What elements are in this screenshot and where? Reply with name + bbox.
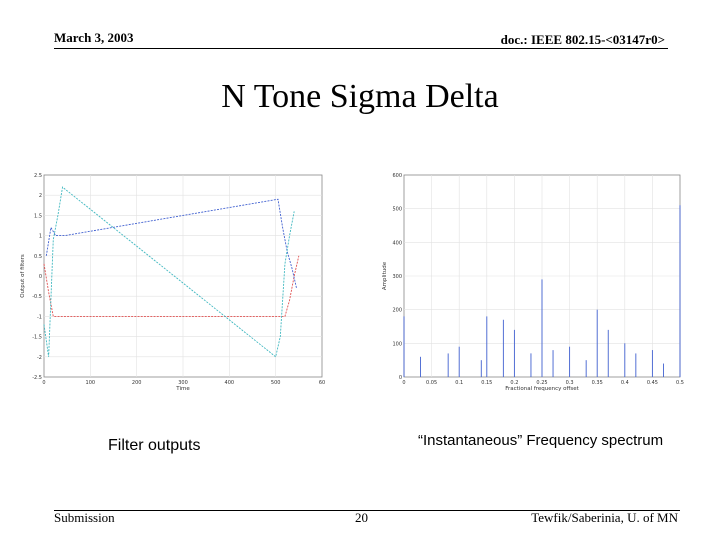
y-tick-label: -2 <box>37 355 42 361</box>
y-tick-label: -1 <box>37 314 42 320</box>
footer-submission: Submission <box>54 510 115 525</box>
x-tick-label: 100 <box>86 380 96 386</box>
y-axis-label: Amplitude <box>382 261 388 290</box>
filter-series-line <box>45 198 297 289</box>
x-tick-label: 0.25 <box>536 380 547 386</box>
x-tick-label: 0.1 <box>455 380 463 386</box>
x-tick-label: 300 <box>178 380 188 386</box>
x-tick-label: 0.45 <box>647 380 658 386</box>
y-tick-label: -2.5 <box>32 375 42 381</box>
y-tick-label: 1 <box>39 234 42 240</box>
x-tick-label: 0.3 <box>566 380 574 386</box>
page-number: 20 <box>355 510 368 525</box>
y-axis-label: Output of filters <box>20 254 26 298</box>
header-divider <box>54 48 668 49</box>
y-tick-label: -1.5 <box>32 335 42 341</box>
x-tick-label: 0 <box>402 380 405 386</box>
y-tick-label: 0.5 <box>34 254 42 260</box>
right-figure-caption: “Instantaneous” Frequency spectrum <box>418 432 664 449</box>
y-tick-label: 0 <box>39 274 42 280</box>
x-axis-label: Fractional frequency offset <box>505 386 579 392</box>
filter-outputs-chart: 0 100 200 300 400 500 60 2.5 2 1.5 1 0.5 0 -0.5 -1 -1.5… <box>20 173 325 392</box>
x-axis-label: Time <box>175 386 190 392</box>
x-tick-label: 60 <box>319 380 325 386</box>
frequency-spectrum-chart: 0 0.05 0.1 0.15 0.2 0.25 0.3 0.35 0.4 0.45 0.5 0 100… <box>382 173 684 392</box>
header-date: March 3, 2003 <box>54 30 134 45</box>
y-tick-label: 500 <box>392 207 402 213</box>
y-tick-label: 400 <box>392 240 402 246</box>
x-tick-label: 0.5 <box>676 380 684 386</box>
x-tick-label: 0.4 <box>621 380 629 386</box>
x-tick-label: 0.05 <box>426 380 437 386</box>
y-tick-label: 100 <box>392 341 402 347</box>
slide-title: N Tone Sigma Delta <box>221 78 499 115</box>
x-tick-label: 0 <box>42 380 45 386</box>
y-tick-label: 600 <box>392 173 402 179</box>
filter-series-line <box>43 186 295 358</box>
footer-divider <box>54 510 680 511</box>
x-tick-label: 0.15 <box>481 380 492 386</box>
x-tick-label: 0.35 <box>592 380 603 386</box>
left-figure-caption: Filter outputs <box>108 437 201 454</box>
y-tick-label: 2.5 <box>34 173 42 179</box>
y-tick-label: 0 <box>399 375 402 381</box>
x-tick-label: 500 <box>271 380 281 386</box>
y-tick-label: 2 <box>39 193 42 199</box>
x-tick-label: 0.2 <box>510 380 518 386</box>
y-tick-label: 1.5 <box>34 213 42 219</box>
x-tick-label: 200 <box>132 380 142 386</box>
y-tick-label: 300 <box>392 274 402 280</box>
x-tick-label: 400 <box>225 380 235 386</box>
y-tick-label: -0.5 <box>32 294 42 300</box>
filter-series-line <box>43 255 300 317</box>
y-tick-label: 200 <box>392 308 402 314</box>
header-doc-id: doc.: IEEE 802.15-<03147r0> <box>500 32 665 47</box>
footer-authors: Tewfik/Saberinia, U. of MN <box>531 510 678 525</box>
